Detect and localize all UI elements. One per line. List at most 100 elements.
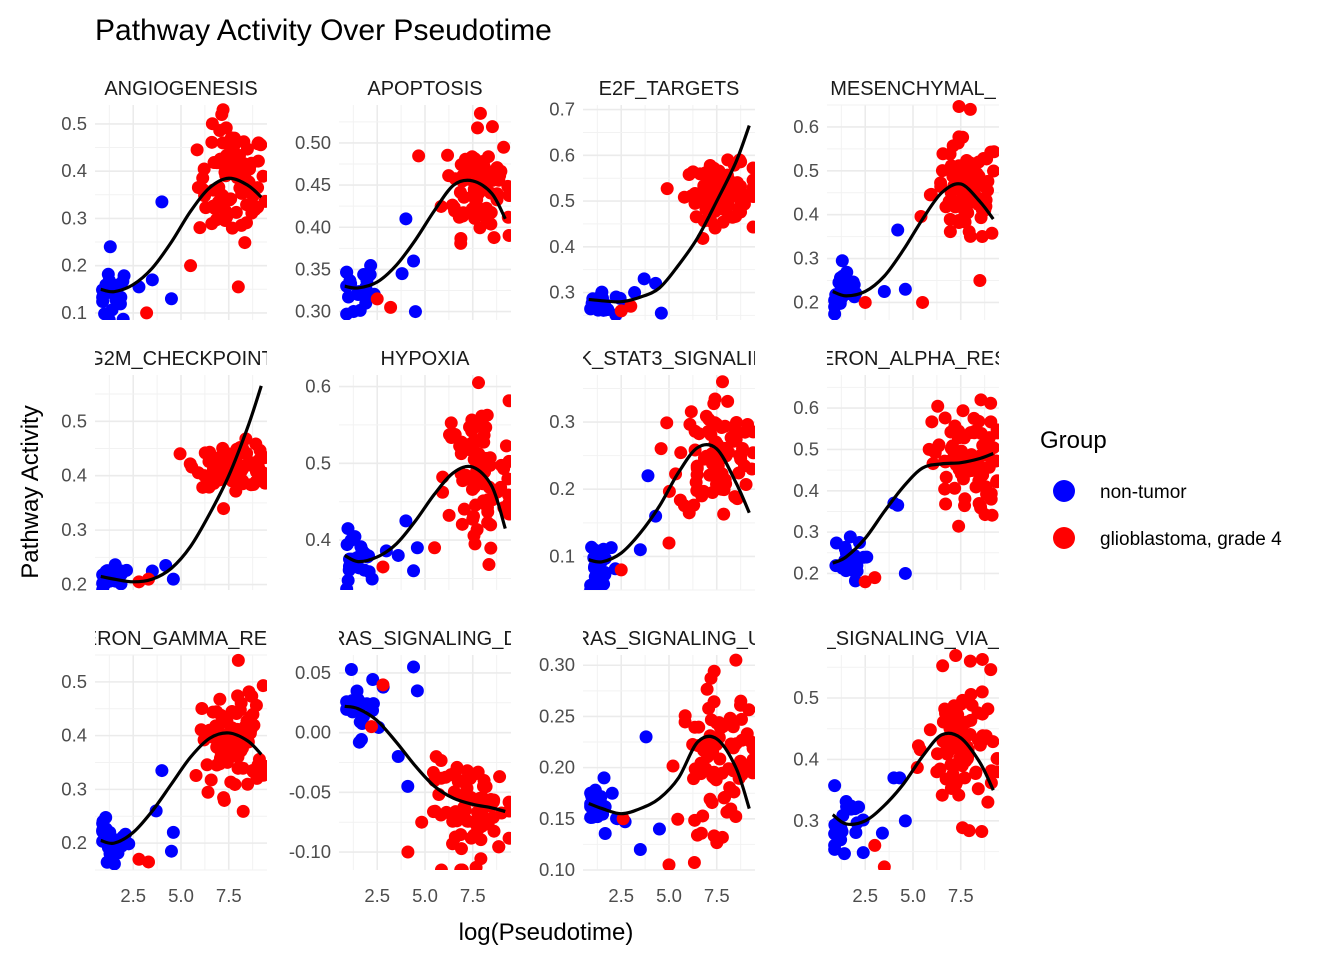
point-glioblastoma — [868, 571, 882, 585]
point-glioblastoma — [434, 753, 448, 767]
point-glioblastoma — [502, 189, 511, 203]
chart-title: Pathway Activity Over Pseudotime — [95, 14, 552, 47]
point-glioblastoma — [229, 205, 243, 219]
point-glioblastoma — [701, 178, 715, 192]
point-glioblastoma — [963, 102, 977, 116]
point-glioblastoma — [984, 145, 998, 159]
point-glioblastoma — [952, 788, 966, 802]
point-glioblastoma — [700, 191, 714, 205]
point-glioblastoma — [206, 199, 220, 213]
x-tick-label: 5.0 — [412, 885, 438, 906]
y-tick-label: 0.2 — [549, 478, 575, 499]
point-glioblastoma — [457, 502, 471, 516]
y-tick-label: 0.6 — [305, 376, 331, 397]
point-glioblastoma — [938, 482, 952, 496]
point-glioblastoma — [682, 168, 696, 182]
point-non-tumor — [399, 212, 413, 226]
point-glioblastoma — [673, 493, 687, 507]
point-glioblastoma — [722, 762, 736, 776]
point-glioblastoma — [682, 506, 696, 520]
point-glioblastoma — [216, 103, 230, 117]
point-glioblastoma — [990, 474, 999, 488]
point-glioblastoma — [674, 446, 688, 460]
point-glioblastoma — [484, 217, 498, 231]
y-tick-label: 0.4 — [61, 725, 87, 746]
point-non-tumor — [395, 267, 409, 281]
y-tick-label: 0.00 — [295, 722, 331, 743]
point-non-tumor — [584, 786, 598, 800]
panel-points — [340, 106, 511, 320]
point-glioblastoma — [241, 777, 255, 791]
y-tick-label: 0.3 — [61, 519, 87, 540]
point-glioblastoma — [442, 508, 456, 522]
point-non-tumor — [99, 822, 113, 836]
point-glioblastoma — [718, 790, 732, 804]
facet-strip-label: ANGIOGENESIS — [104, 78, 257, 100]
point-glioblastoma — [217, 791, 231, 805]
y-tick-label: 0.3 — [61, 207, 87, 228]
point-glioblastoma — [173, 447, 187, 461]
point-glioblastoma — [412, 149, 426, 163]
y-tick-label: 0.45 — [295, 174, 331, 195]
point-glioblastoma — [232, 148, 246, 162]
point-non-tumor — [366, 672, 380, 686]
y-tick-label: 0.2 — [61, 832, 87, 853]
point-glioblastoma — [858, 295, 872, 309]
point-glioblastoma — [479, 420, 493, 434]
point-glioblastoma — [466, 509, 480, 523]
point-glioblastoma — [985, 226, 999, 240]
point-non-tumor — [852, 800, 866, 814]
point-glioblastoma — [384, 300, 398, 314]
y-tick-label: 0.7 — [549, 99, 575, 120]
point-glioblastoma — [376, 678, 390, 692]
x-tick-label: 5.0 — [900, 885, 926, 906]
point-glioblastoma — [718, 419, 732, 433]
y-tick-label: -0.05 — [289, 781, 331, 802]
point-glioblastoma — [184, 259, 198, 273]
panel-points — [584, 653, 755, 870]
point-glioblastoma — [206, 705, 220, 719]
point-glioblastoma — [939, 470, 953, 484]
y-tick-label: 0.10 — [539, 859, 575, 880]
panel-points — [96, 103, 267, 320]
point-glioblastoma — [497, 140, 511, 154]
point-glioblastoma — [193, 221, 207, 235]
point-glioblastoma — [236, 804, 250, 818]
trend-line — [588, 442, 751, 564]
point-non-tumor — [839, 546, 853, 560]
point-glioblastoma — [204, 773, 218, 787]
point-non-tumor — [605, 786, 619, 800]
point-glioblastoma — [728, 490, 742, 504]
point-glioblastoma — [974, 501, 988, 515]
point-glioblastoma — [732, 466, 746, 480]
point-glioblastoma — [948, 481, 962, 495]
point-glioblastoma — [249, 465, 263, 479]
point-glioblastoma — [957, 195, 971, 209]
point-glioblastoma — [967, 173, 981, 187]
point-glioblastoma — [690, 828, 704, 842]
point-non-tumor — [355, 543, 369, 557]
point-glioblastoma — [952, 100, 966, 114]
point-glioblastoma — [616, 812, 630, 826]
x-tick-label: 5.0 — [168, 885, 194, 906]
point-glioblastoma — [662, 536, 676, 550]
point-glioblastoma — [258, 476, 267, 490]
point-glioblastoma — [227, 139, 241, 153]
point-glioblastoma — [717, 483, 731, 497]
point-glioblastoma — [191, 466, 205, 480]
point-non-tumor — [849, 825, 863, 839]
point-glioblastoma — [678, 709, 692, 723]
panel-8: INTERFERON_ALPHA_RESPONSE 0.2 0.3 0.4 0.5 0.6 — [793, 348, 999, 590]
panel-grid — [339, 105, 511, 320]
facet-strip-label: MESENCHYMAL_ — [830, 78, 996, 100]
point-glioblastoma — [949, 778, 963, 792]
point-glioblastoma — [722, 445, 736, 459]
y-tick-label: 0.5 — [549, 190, 575, 211]
point-glioblastoma — [255, 451, 267, 465]
point-non-tumor — [116, 312, 130, 320]
point-non-tumor — [164, 292, 178, 306]
panel-4: MESENCHYMAL_ 0.2 0.3 0.4 0.5 0.6 — [793, 78, 999, 320]
trend-line — [831, 731, 995, 826]
point-glioblastoma — [217, 502, 231, 516]
